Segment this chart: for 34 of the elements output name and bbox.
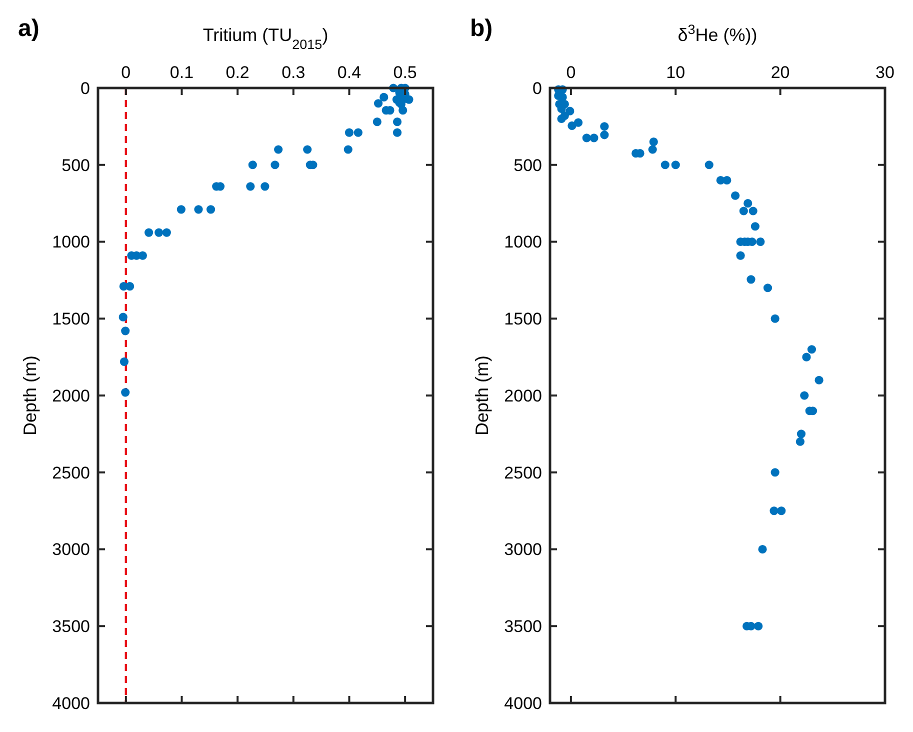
text: a) xyxy=(18,15,40,42)
y-axis-title: Depth (m) xyxy=(472,355,492,436)
x-tick-label: 10 xyxy=(666,63,686,82)
x-tick-label: 0.1 xyxy=(170,63,194,82)
text: b) xyxy=(470,15,493,42)
y-tick-label: 4000 xyxy=(52,694,90,713)
y-tick-label: 1500 xyxy=(52,310,90,329)
y-tick-label: 2000 xyxy=(504,386,542,406)
y-tick-label: 0 xyxy=(532,78,542,98)
y-tick-label: 3000 xyxy=(52,540,90,560)
y-tick-label: 2500 xyxy=(52,463,90,482)
x-tick-label: 0 xyxy=(566,63,576,82)
y-tick-label: 0 xyxy=(80,78,90,98)
x-tick-label: 0.3 xyxy=(282,63,306,82)
x-tick-label: 0 xyxy=(121,63,131,82)
y-tick-label: 2000 xyxy=(52,386,90,406)
x-tick-label: 20 xyxy=(770,63,790,82)
y-tick-label: 2500 xyxy=(504,463,542,482)
y-tick-label: 3500 xyxy=(52,617,90,636)
y-tick-label: 1000 xyxy=(52,232,90,252)
y-tick-label: 4000 xyxy=(504,694,542,713)
y-axis-title: Depth (m) xyxy=(20,355,40,436)
x-axis-title: δ$^{3}$He (%)) xyxy=(678,22,758,45)
y-tick-label: 500 xyxy=(514,156,542,175)
x-tick-label: 30 xyxy=(876,63,894,82)
y-tick-label: 1000 xyxy=(504,232,542,252)
x-tick-label: 0.5 xyxy=(393,63,417,82)
y-tick-label: 3500 xyxy=(504,617,542,636)
x-tick-label: 0.4 xyxy=(337,63,362,82)
y-tick-label: 500 xyxy=(62,156,90,175)
x-axis-title: Tritium (TU$_{2015}$) xyxy=(202,25,328,52)
y-tick-label: 3000 xyxy=(504,540,542,560)
x-tick-label: 0.2 xyxy=(226,63,250,82)
y-tick-label: 1500 xyxy=(504,310,542,329)
